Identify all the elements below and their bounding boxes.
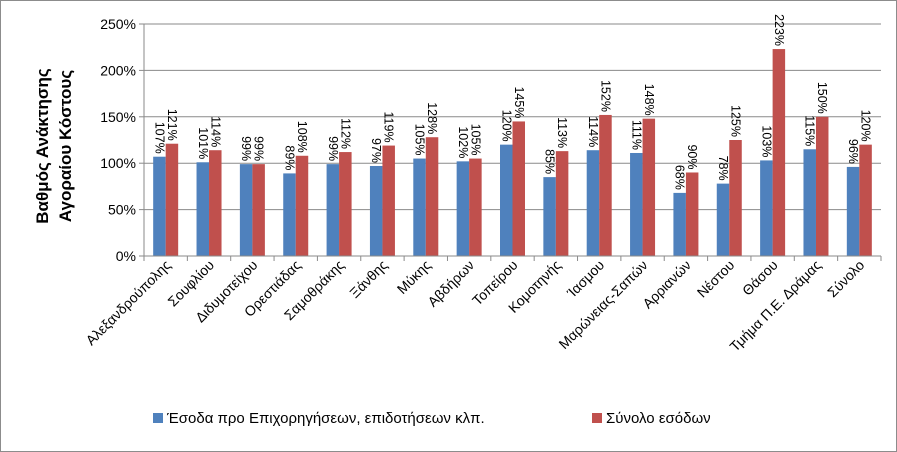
bar-series-1 [673,192,686,256]
bar-series-1 [196,162,210,256]
legend-label-series-1: Έσοδα προ Επιχορηγήσεων, επιδοτήσεων κλπ… [166,410,485,427]
data-label-series-1: 120% [499,110,513,142]
x-category-label: Μύκης [394,257,434,297]
bar-series-2 [382,145,395,256]
y-tick-label: 50% [108,202,136,218]
bar-series-2 [555,151,569,256]
x-category-label: Αβδήρων [424,257,477,310]
data-label-series-1: 114% [586,116,600,147]
bar-series-2 [209,150,222,256]
bar-series-1 [630,152,643,256]
data-label-series-1: 99% [239,136,253,161]
bar-series-1 [456,161,470,256]
legend-swatch-series-2 [592,413,602,423]
y-axis-ticks: 0% 50% 100% 150% 200% 250% [100,16,136,264]
data-label-series-2: 125% [729,105,743,137]
data-label-series-1: 89% [282,145,296,170]
data-label-series-1: 78% [716,156,730,181]
data-label-series-1: 68% [673,165,687,190]
y-tick-label: 150% [100,109,136,125]
bar-series-2 [252,164,265,256]
data-label-series-1: 99% [326,136,340,161]
x-category-label: Αλεξανδρούπολης [82,257,174,349]
bar-series-1 [760,160,773,256]
y-tick-label: 100% [100,155,136,171]
data-label-series-1: 103% [759,125,773,157]
bar-series-2 [165,143,179,256]
data-label-series-1: 97% [369,138,383,163]
data-label-series-1: 85% [543,149,557,174]
x-category-label: Θάσου [739,257,781,299]
legend-swatch-series-1 [153,413,163,423]
data-label-series-1: 107% [152,122,166,154]
data-label-series-2: 99% [252,136,266,161]
data-label-series-2: 119% [382,112,396,143]
data-label-series-2: 105% [468,124,482,156]
bar-series-2 [339,152,352,256]
data-label-series-2: 150% [815,82,829,114]
bar-series-2 [772,49,786,256]
data-label-series-1: 105% [413,124,427,156]
data-label-series-2: 114% [208,116,222,147]
data-labels: 107%121%101%114%99%99% 89%108% 99%112%97%1… [152,14,872,190]
data-label-series-2: 145% [512,86,526,118]
bar-series-1 [846,166,860,256]
data-label-series-2: 113% [555,117,569,148]
legend: Έσοδα προ Επιχορηγήσεων, επιδοτήσεων κλπ… [153,410,711,427]
bar-series-1 [543,177,556,256]
bar-series-1 [586,150,600,256]
data-label-series-2: 90% [685,144,699,169]
x-category-label: Σύνολο [824,257,868,301]
data-label-series-1: 101% [196,127,210,159]
data-label-series-1: 102% [456,126,470,158]
bar-series-2 [685,172,699,256]
y-axis-label-line-2: Αγοραίου Κόστους [56,70,75,222]
data-label-series-2: 152% [598,80,612,112]
bar-series-1 [413,158,426,256]
bar-series-1 [153,156,166,256]
data-label-series-2: 108% [295,121,309,153]
data-label-series-1: 115% [803,115,817,146]
data-label-series-2: 223% [772,14,786,46]
bar-series-2 [642,118,656,256]
y-axis-label-line-1: Βαθμός Ανάκτησης [33,68,52,224]
bar-series-1 [326,164,340,256]
bar-series-1 [716,183,730,256]
x-category-label: Νέστου [694,257,738,301]
data-label-series-2: 121% [165,109,179,141]
data-label-series-1: 96% [846,139,860,164]
y-tick-label: 250% [100,16,136,32]
x-axis-categories: ΑλεξανδρούποληςΣουφλίουΔιδυμοτείχουΟρεστ… [82,257,867,355]
legend-label-series-2: Σύνολο εσόδων [606,410,711,427]
bar-series-2 [512,121,525,256]
bar-series-1 [500,144,513,256]
data-label-series-2: 120% [859,110,873,142]
bar-series-2 [599,114,612,256]
data-label-series-2: 148% [642,84,656,116]
bar-series-2 [859,144,872,256]
bar-series-1 [239,164,253,256]
bar-series-2 [815,116,829,256]
bar-series-2 [729,140,742,256]
data-label-series-1: 111% [629,120,643,150]
x-category-label: Ξάνθης [346,257,390,301]
bar-series-2 [469,158,482,256]
bar-series-2 [425,137,439,256]
data-label-series-2: 128% [425,102,439,134]
bar-series-1 [803,149,816,256]
bars-group [144,49,881,257]
y-tick-label: 0% [116,248,136,264]
y-tick-label: 200% [100,62,136,78]
data-label-series-2: 112% [338,118,352,149]
bar-series-1 [369,165,383,256]
bar-series-2 [295,155,309,256]
bar-series-1 [283,173,296,256]
